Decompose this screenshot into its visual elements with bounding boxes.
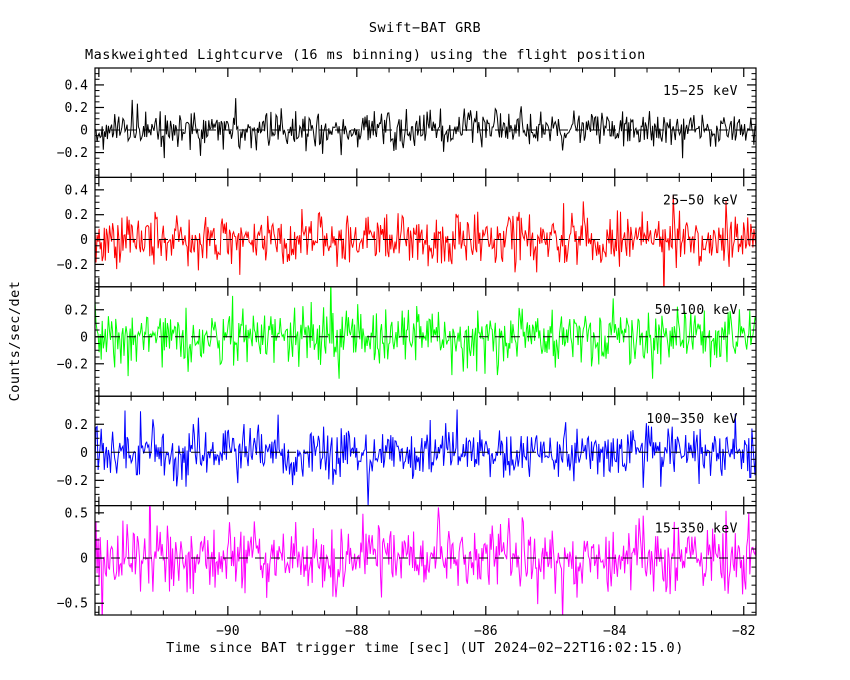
y-axis-label: Counts/sec/det — [7, 281, 23, 402]
y-tick-label: −0.2 — [57, 474, 88, 489]
x-tick-label: −86 — [474, 624, 497, 639]
panel-frame — [94, 67, 757, 179]
y-tick-label: 0 — [80, 233, 88, 248]
lightcurve-series-100-350-kev — [95, 409, 756, 506]
panel-frame — [94, 176, 757, 288]
lightcurve-series-25-50-kev — [95, 195, 756, 287]
energy-band-label: 50−100 keV — [655, 303, 738, 318]
x-tick-label: −88 — [345, 624, 368, 639]
y-tick-label: 0.2 — [65, 101, 88, 116]
y-tick-label: 0.2 — [65, 208, 88, 223]
y-tick-label: −0.2 — [57, 146, 88, 161]
y-tick-label: 0 — [80, 552, 88, 567]
x-tick-label: −84 — [603, 624, 627, 639]
energy-band-label: 15−350 keV — [655, 522, 738, 537]
x-tick-label: −90 — [216, 624, 239, 639]
lightcurve-series-50-100-kev — [95, 286, 756, 379]
y-tick-label: 0.4 — [65, 183, 89, 198]
y-tick-label: −0.2 — [57, 258, 88, 273]
chart-subtitle: Maskweighted Lightcurve (16 ms binning) … — [85, 47, 646, 63]
energy-band-label: 15−25 keV — [663, 84, 738, 99]
x-axis-label: Time since BAT trigger time [sec] (UT 20… — [166, 640, 684, 656]
energy-band-label: 100−350 keV — [646, 412, 738, 427]
x-tick-label: −82 — [732, 624, 755, 639]
y-tick-label: −0.2 — [57, 357, 88, 372]
panels: −0.2 0 0.2 0.4 15−25 keV −0.2 0 0.2 0.4 25−50 keV… — [57, 67, 757, 639]
lightcurve-series-15-350-kev — [95, 505, 756, 616]
y-tick-label: 0.4 — [65, 78, 89, 93]
y-tick-label: 0.2 — [65, 303, 88, 318]
y-tick-label: 0.2 — [65, 418, 88, 433]
y-tick-label: 0 — [80, 124, 88, 139]
y-tick-label: 0 — [80, 446, 88, 461]
chart-title: Swift−BAT GRB — [369, 20, 481, 36]
energy-band-label: 25−50 keV — [663, 193, 738, 208]
y-tick-label: 0 — [80, 330, 88, 345]
y-tick-label: 0.5 — [65, 506, 88, 521]
lightcurve-series-15-25-kev — [95, 98, 756, 159]
y-tick-label: −0.5 — [57, 597, 88, 612]
panel-frame — [94, 505, 757, 616]
